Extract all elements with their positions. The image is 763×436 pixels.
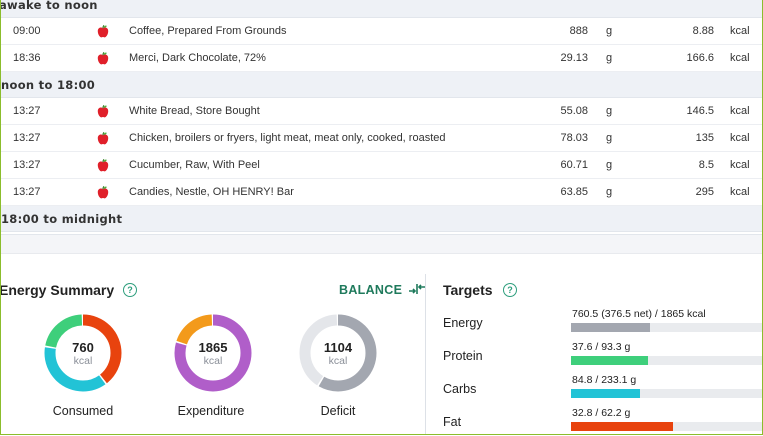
group-header-awake[interactable]: awake to noon <box>1 0 762 18</box>
apple-icon <box>97 185 109 199</box>
entry-amount: 888 <box>569 25 588 37</box>
diary-entry-row[interactable]: 13:27 Cucumber, Raw, With Peel 60.71 g 8… <box>1 152 762 179</box>
consumed-label: Consumed <box>52 404 114 418</box>
entry-kcal: 146.5 <box>686 105 714 117</box>
target-label-energy: Energy <box>443 316 483 330</box>
entry-food-name: White Bread, Store Bought <box>129 105 260 117</box>
entry-unit: g <box>606 159 613 171</box>
ring-segment-0 <box>174 314 252 392</box>
entry-unit: g <box>606 186 613 198</box>
ring-segment-1 <box>299 314 377 392</box>
target-value-fat: 32.8 / 62.2 g <box>572 407 631 419</box>
entry-time: 13:27 <box>13 159 41 171</box>
expenditure-ring <box>174 314 252 392</box>
entry-time: 09:00 <box>13 25 41 37</box>
question-circle-icon[interactable]: ? <box>123 283 137 297</box>
entry-kcal: 8.88 <box>692 25 714 37</box>
target-fill-energy <box>571 323 651 332</box>
question-circle-icon[interactable]: ? <box>503 283 517 297</box>
expenditure-label: Expenditure <box>177 404 245 418</box>
target-bar-energy <box>571 323 762 332</box>
energy-summary-title: Energy Summary <box>0 282 115 298</box>
diary-entry-row[interactable]: 18:36 Merci, Dark Chocolate, 72% 29.13 g… <box>1 45 762 72</box>
apple-icon <box>97 131 109 145</box>
entry-food-name: Merci, Dark Chocolate, 72% <box>129 52 266 64</box>
group-header-noon[interactable]: noon to 18:00 <box>1 72 762 98</box>
group-header-evening[interactable]: 18:00 to midnight <box>1 206 762 232</box>
entry-kcal: 166.6 <box>686 52 714 64</box>
deficit-ring <box>299 314 377 392</box>
entry-kcal-unit: kcal <box>730 186 750 198</box>
diary-entry-row[interactable]: 13:27 White Bread, Store Bought 55.08 g … <box>1 98 762 125</box>
entry-kcal-unit: kcal <box>730 52 750 64</box>
entry-unit: g <box>606 105 613 117</box>
apple-icon <box>97 104 109 118</box>
entry-kcal-unit: kcal <box>730 105 750 117</box>
expenditure-unit: kcal <box>203 355 223 367</box>
target-label-protein: Protein <box>443 349 483 363</box>
group-label: noon to 18:00 <box>1 78 96 92</box>
balance-label: BALANCE <box>339 283 403 297</box>
entry-amount: 63.85 <box>560 186 588 198</box>
entry-unit: g <box>606 25 613 37</box>
entry-kcal-unit: kcal <box>730 25 750 37</box>
targets-title: Targets <box>443 282 493 298</box>
entry-time: 18:36 <box>13 52 41 64</box>
apple-icon <box>97 51 109 65</box>
entry-food-name: Candies, Nestle, OH HENRY! Bar <box>129 186 294 198</box>
ring-segment-0 <box>299 314 377 392</box>
target-fill-carbs <box>571 389 641 398</box>
entry-amount: 29.13 <box>560 52 588 64</box>
balance-button[interactable]: BALANCE <box>339 283 426 298</box>
entry-amount: 55.08 <box>560 105 588 117</box>
entry-unit: g <box>606 52 613 64</box>
deficit-value: 1104 <box>323 340 353 355</box>
target-fill-protein <box>571 356 649 365</box>
arrows-compress-icon <box>408 283 426 298</box>
target-bar-fat <box>571 422 762 431</box>
expenditure-value: 1865 <box>198 340 228 355</box>
deficit-unit: kcal <box>328 355 348 367</box>
entry-kcal: 295 <box>695 186 714 198</box>
entry-food-name: Chicken, broilers or fryers, light meat,… <box>129 132 446 144</box>
entry-amount: 60.71 <box>560 159 588 171</box>
apple-icon <box>97 24 109 38</box>
group-label: awake to noon <box>0 0 98 12</box>
target-fill-fat <box>571 422 674 431</box>
entry-kcal-unit: kcal <box>730 132 750 144</box>
ring-segment-1 <box>44 314 122 392</box>
consumed-unit: kcal <box>73 355 93 367</box>
target-value-carbs: 84.8 / 233.1 g <box>572 374 637 386</box>
deficit-label: Deficit <box>320 404 356 418</box>
diary-entry-row[interactable]: 13:27 Chicken, broilers or fryers, light… <box>1 125 762 152</box>
section-gap <box>1 234 762 254</box>
target-value-energy: 760.5 (376.5 net) / 1865 kcal <box>572 308 706 320</box>
apple-icon <box>97 158 109 172</box>
group-label: 18:00 to midnight <box>1 212 123 226</box>
entry-kcal: 135 <box>695 132 714 144</box>
entry-food-name: Cucumber, Raw, With Peel <box>129 159 260 171</box>
entry-food-name: Coffee, Prepared From Grounds <box>129 25 287 37</box>
diary-entry-row[interactable]: 13:27 Candies, Nestle, OH HENRY! Bar 63.… <box>1 179 762 206</box>
ring-segment-0 <box>44 314 122 392</box>
entry-time: 13:27 <box>13 186 41 198</box>
diary-entry-row[interactable]: 09:00 Coffee, Prepared From Grounds 888 … <box>1 18 762 45</box>
target-bar-protein <box>571 356 762 365</box>
target-value-protein: 37.6 / 93.3 g <box>572 341 631 353</box>
panel-divider <box>425 274 426 434</box>
target-label-fat: Fat <box>443 415 462 429</box>
entry-time: 13:27 <box>13 105 41 117</box>
entry-kcal-unit: kcal <box>730 159 750 171</box>
entry-amount: 78.03 <box>560 132 588 144</box>
consumed-value: 760 <box>72 340 94 355</box>
entry-unit: g <box>606 132 613 144</box>
entry-time: 13:27 <box>13 132 41 144</box>
entry-kcal: 8.5 <box>698 159 714 171</box>
target-bar-carbs <box>571 389 762 398</box>
target-label-carbs: Carbs <box>443 382 477 396</box>
consumed-ring <box>44 314 122 392</box>
